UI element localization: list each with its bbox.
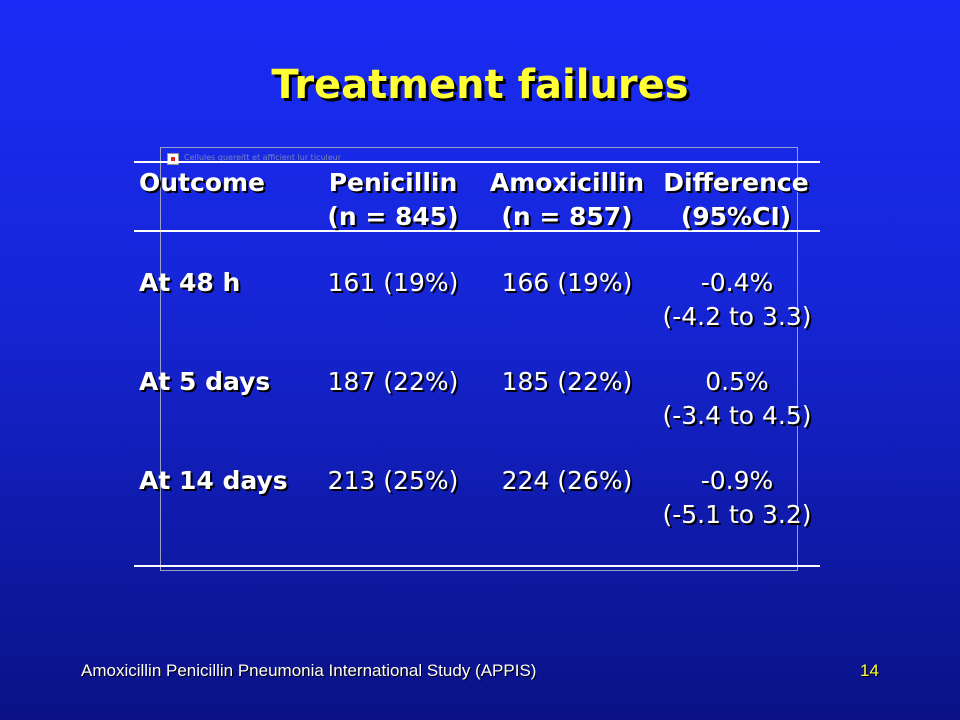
row-difference: -0.9%: [700, 466, 774, 495]
row-ci: (-3.4 to 4.5): [662, 401, 812, 430]
header-penicillin-n: (n = 845): [327, 202, 459, 231]
row-amoxicillin: 185 (22%): [501, 367, 633, 396]
table-bottom-rule: [134, 565, 820, 567]
header-difference: Difference: [663, 168, 809, 197]
table-frame: [160, 147, 798, 571]
row-amoxicillin: 166 (19%): [501, 268, 633, 297]
broken-image-icon: [167, 153, 179, 165]
slide-footer: Amoxicillin Penicillin Pneumonia Interna…: [81, 661, 537, 680]
row-difference: 0.5%: [705, 367, 769, 396]
table-top-rule: [134, 161, 820, 163]
header-outcome: Outcome: [139, 168, 266, 197]
row-penicillin: 213 (25%): [327, 466, 459, 495]
header-penicillin: Penicillin: [328, 168, 458, 197]
header-amoxicillin: Amoxicillin: [489, 168, 645, 197]
row-ci: (-5.1 to 3.2): [662, 500, 812, 529]
row-difference: -0.4%: [700, 268, 774, 297]
row-penicillin: 161 (19%): [327, 268, 459, 297]
row-outcome: At 5 days: [139, 367, 271, 396]
page-number: 14: [860, 661, 879, 680]
broken-image-alt-text: Cellules quereitt et afficient lur ticul…: [184, 153, 342, 162]
header-difference-ci: (95%CI): [680, 202, 792, 231]
row-outcome: At 14 days: [139, 466, 288, 495]
header-amoxicillin-n: (n = 857): [501, 202, 633, 231]
row-amoxicillin: 224 (26%): [501, 466, 633, 495]
row-penicillin: 187 (22%): [327, 367, 459, 396]
table-header-rule: [134, 230, 820, 232]
row-ci: (-4.2 to 3.3): [662, 302, 812, 331]
slide-title: Treatment failures: [271, 62, 689, 108]
row-outcome: At 48 h: [139, 268, 241, 297]
